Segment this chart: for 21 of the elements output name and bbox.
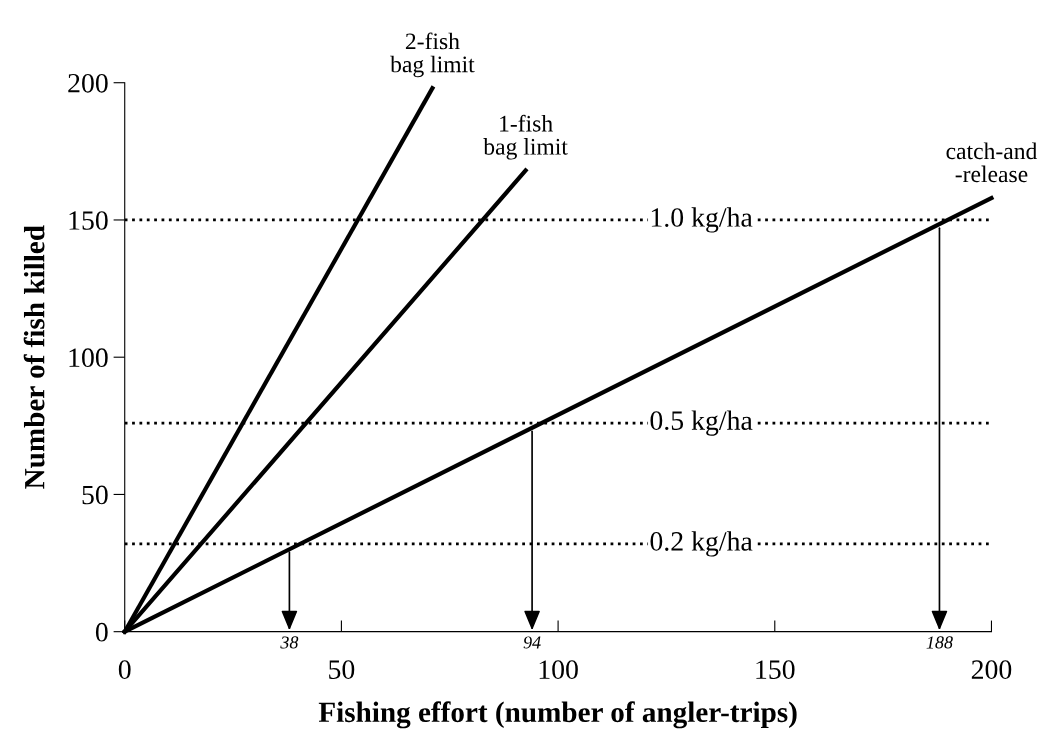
y-tick-label: 0: [95, 622, 108, 642]
x-tick-label: 150: [756, 660, 795, 680]
ref-line-label: 1.0 kg/ha: [651, 207, 753, 233]
y-axis-title: Number of fish killed: [23, 225, 45, 489]
x2-tick-label: 38: [280, 636, 299, 649]
y-tick-label: 200: [68, 73, 108, 93]
x-axis-title: Fishing effort (number of angler-trips): [318, 701, 797, 729]
series-label: 2-fish bag limit: [390, 32, 475, 78]
ref-line-label: 0.5 kg/ha: [650, 410, 753, 436]
x-tick-label: 50: [329, 660, 355, 680]
x2-tick-label: 188: [926, 636, 953, 649]
y-tick-label: 100: [69, 348, 108, 368]
ref-line-label: 0.2 kg/ha: [650, 531, 753, 557]
x-tick-label: 100: [539, 660, 578, 680]
y-tick-label: 50: [82, 485, 108, 505]
y-tick-label: 150: [69, 211, 108, 230]
series-label: 1-fish bag limit: [483, 114, 568, 160]
x-tick-label: 200: [971, 660, 1012, 680]
x2-tick-label: 94: [523, 636, 541, 649]
series-label: catch-and -release: [946, 142, 1038, 183]
x-tick-label: 0: [118, 660, 131, 680]
